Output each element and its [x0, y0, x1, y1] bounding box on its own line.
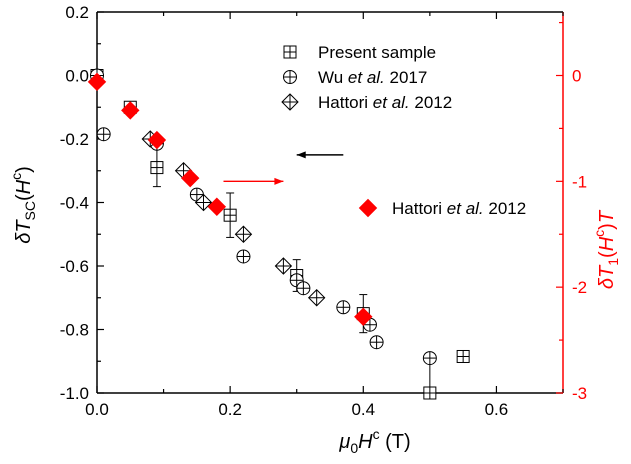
axes: 0.0 0.2 0.4 0.6 0.2 0.0 -0.2 -0.4 -0.6 -0.8 -1.0 0 -…: [60, 3, 587, 419]
data-point: [422, 351, 437, 366]
y-left-tick-label: -1.0: [60, 384, 89, 403]
x-tick-label: 0.0: [85, 400, 109, 419]
legend-label: Present sample: [318, 43, 436, 62]
legend-marker: [281, 93, 299, 111]
y-left-tick-label: 0.2: [65, 3, 89, 22]
data-point: [354, 307, 373, 327]
annotation-layer: [223, 151, 344, 185]
legend-marker: [283, 70, 297, 84]
data-point: [96, 127, 111, 142]
x-axis-title: μ0Hc (T): [338, 426, 410, 456]
legend-label-red: Hattori et al. 2012: [392, 199, 526, 218]
data-point: [147, 130, 167, 150]
series-3: [87, 72, 373, 327]
data-point: [369, 335, 384, 350]
data-point: [307, 289, 326, 307]
data-point: [234, 225, 253, 243]
data-point: [150, 161, 164, 175]
x-tick-label: 0.2: [218, 400, 242, 419]
data-point: [180, 168, 200, 188]
y-right-tick-label: -1: [572, 172, 587, 191]
y-right-tick-label: -3: [572, 384, 587, 403]
data-point: [336, 300, 351, 315]
data-point: [456, 349, 470, 363]
series-layer: [87, 68, 470, 400]
series-1: [90, 68, 437, 366]
y-left-axis-title: δTSC(Hc): [8, 166, 38, 244]
right-axis-arrow: [223, 177, 284, 185]
data-point: [87, 72, 107, 92]
data-point: [274, 257, 293, 275]
x-tick-label: 0.6: [485, 400, 509, 419]
y-left-tick-label: -0.4: [60, 194, 89, 213]
data-point: [223, 208, 237, 222]
data-point: [236, 249, 251, 264]
y-right-tick-label: 0: [572, 67, 581, 86]
y-left-tick-label: -0.6: [60, 257, 89, 276]
left-axis-arrow: [296, 151, 344, 159]
legend-marker: [283, 45, 297, 59]
series-0: [90, 69, 470, 400]
legend-marker-red: [358, 198, 378, 218]
data-point: [296, 281, 311, 296]
legend: Present sample Wu et al. 2017 Hattori et a…: [281, 43, 526, 218]
y-left-tick-label: -0.2: [60, 130, 89, 149]
y-right-axis-title: δT1(Hc)T: [591, 209, 621, 289]
data-point: [121, 101, 140, 120]
data-point: [207, 197, 227, 216]
legend-label: Hattori et al. 2012: [318, 93, 452, 112]
data-point: [194, 193, 213, 212]
x-tick-label: 0.4: [351, 400, 375, 419]
legend-label: Wu et al. 2017: [318, 68, 427, 87]
y-left-tick-label: 0.0: [65, 67, 89, 86]
y-right-tick-label: -2: [572, 278, 587, 297]
data-point: [423, 386, 437, 400]
y-left-tick-label: -0.8: [60, 321, 89, 340]
